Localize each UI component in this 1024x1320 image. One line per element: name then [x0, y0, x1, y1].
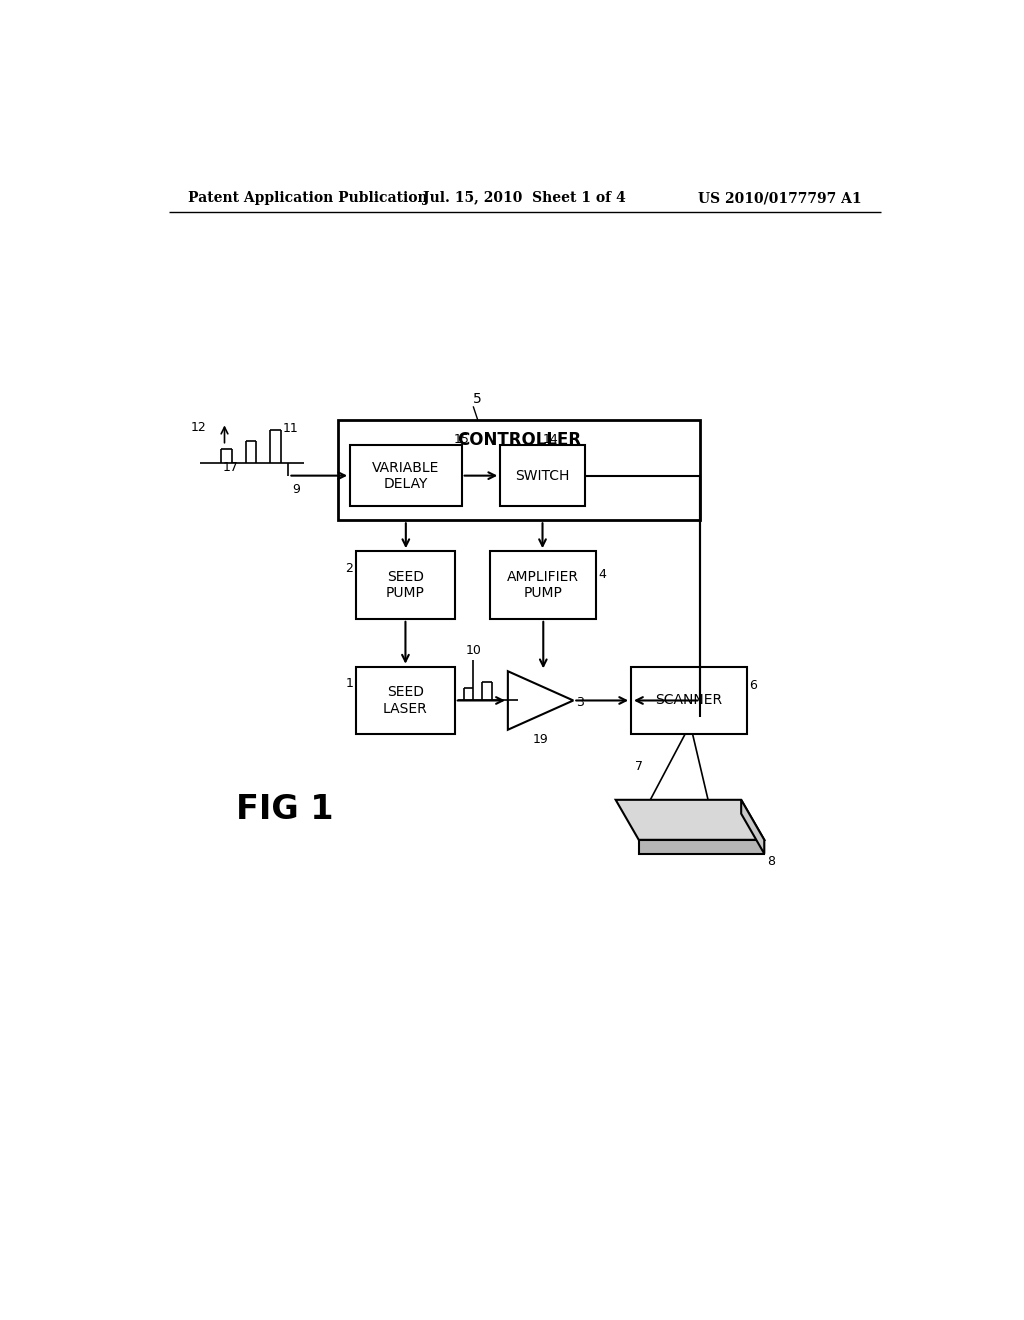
- Polygon shape: [508, 671, 573, 730]
- Bar: [490, 552, 596, 619]
- Polygon shape: [639, 840, 764, 854]
- Text: 8: 8: [767, 855, 775, 869]
- Text: 6: 6: [749, 680, 757, 693]
- Polygon shape: [741, 800, 764, 854]
- Text: 15: 15: [454, 433, 470, 446]
- Text: SCANNER: SCANNER: [655, 693, 722, 708]
- Text: 3: 3: [577, 696, 585, 709]
- Text: 12: 12: [190, 421, 206, 434]
- Text: 17: 17: [223, 461, 239, 474]
- Bar: [350, 445, 462, 507]
- Text: AMPLIFIER
PUMP: AMPLIFIER PUMP: [507, 570, 580, 601]
- Text: 10: 10: [465, 644, 481, 657]
- Bar: [356, 667, 455, 734]
- Text: US 2010/0177797 A1: US 2010/0177797 A1: [698, 191, 862, 206]
- Text: SEED
LASER: SEED LASER: [383, 685, 428, 715]
- Polygon shape: [615, 800, 764, 840]
- Text: 4: 4: [599, 568, 606, 581]
- Text: 7: 7: [635, 760, 643, 774]
- Text: Jul. 15, 2010  Sheet 1 of 4: Jul. 15, 2010 Sheet 1 of 4: [424, 191, 626, 206]
- Text: CONTROLLER: CONTROLLER: [458, 432, 582, 449]
- Text: FIG 1: FIG 1: [236, 792, 333, 825]
- Text: VARIABLE
DELAY: VARIABLE DELAY: [372, 461, 439, 491]
- Text: Patent Application Publication: Patent Application Publication: [188, 191, 428, 206]
- Text: SEED
PUMP: SEED PUMP: [386, 570, 425, 601]
- Bar: [631, 667, 746, 734]
- Text: 14: 14: [543, 433, 558, 446]
- Text: 1: 1: [345, 677, 353, 690]
- Text: 2: 2: [345, 561, 353, 574]
- Text: 9: 9: [292, 483, 300, 496]
- Bar: [356, 552, 455, 619]
- Bar: [339, 420, 700, 520]
- Text: 19: 19: [532, 733, 548, 746]
- Text: SWITCH: SWITCH: [515, 469, 569, 483]
- Text: 11: 11: [283, 422, 298, 436]
- Bar: [500, 445, 585, 507]
- Text: 5: 5: [473, 392, 481, 407]
